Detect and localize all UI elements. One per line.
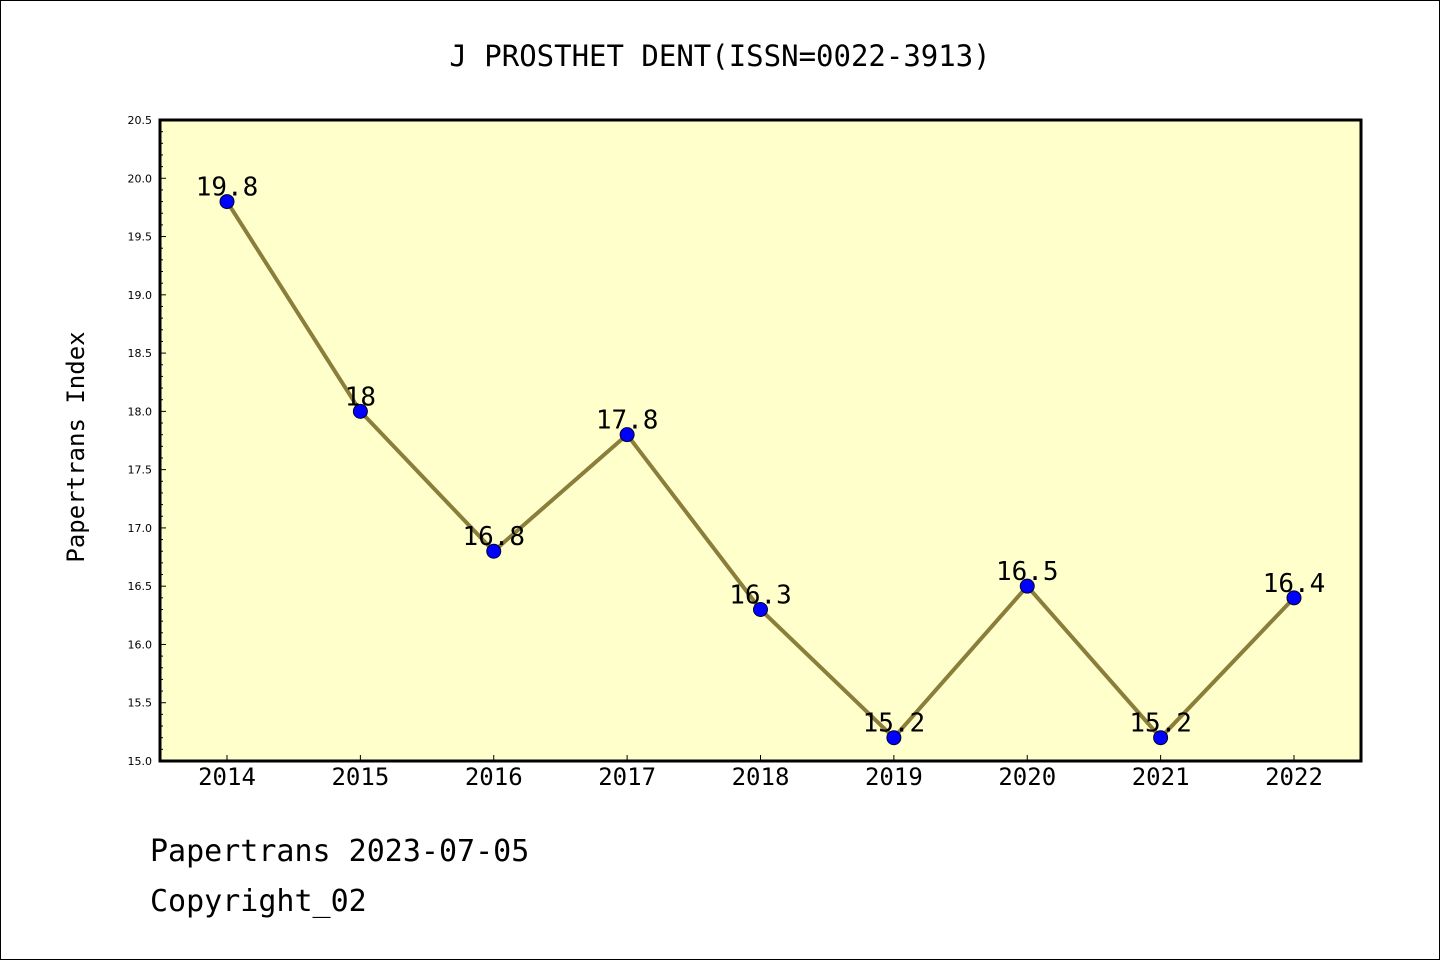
y-tick-label: 18.0 [128,405,153,418]
y-tick-label: 20.5 [128,114,153,127]
x-tick-label: 2015 [331,763,389,791]
chart-title: J PROSTHET DENT(ISSN=0022-3913) [449,39,990,73]
data-label: 17.8 [596,406,659,436]
data-point [1286,590,1302,606]
footer-copyright: Copyright_02 [150,884,367,919]
y-tick-label: 20.0 [128,172,153,185]
series-line-group: 19.8 18 16.8 17.8 16.3 15.2 16.5 15.2 16.4 [196,173,1326,746]
x-tick-label: 2020 [998,763,1056,791]
y-tick-label: 16.5 [128,580,153,593]
x-axis: 2014 2015 2016 2017 2018 2019 2020 2021 2022 [198,755,1323,791]
data-point [486,543,502,559]
y-tick-label: 16.0 [128,638,153,651]
x-tick-label: 2017 [598,763,656,791]
data-label: 15.2 [863,709,926,739]
data-point [1019,578,1035,594]
y-tick-label: 15.0 [128,755,153,768]
x-tick-label: 2021 [1132,763,1190,791]
y-axis-label: Papertrans Index [62,331,90,562]
footer-date: Papertrans 2023-07-05 [150,834,530,869]
y-tick-label: 15.5 [128,697,153,710]
y-tick-label: 17.5 [128,464,153,477]
x-tick-label: 2014 [198,763,256,791]
data-label: 16.5 [996,557,1059,587]
data-label: 16.3 [729,580,792,610]
y-tick-label: 19.0 [128,289,153,302]
data-label: 16.8 [462,522,525,552]
data-point [619,427,635,443]
data-label: 18 [345,382,376,412]
data-point [352,403,368,419]
y-tick-label: 18.5 [128,347,153,360]
data-point [1153,730,1169,746]
x-tick-label: 2016 [465,763,523,791]
x-tick-label: 2018 [732,763,790,791]
x-tick-label: 2019 [865,763,923,791]
data-label: 19.8 [196,173,259,203]
data-label: 16.4 [1263,569,1326,599]
y-tick-label: 19.5 [128,231,153,244]
data-point [886,730,902,746]
data-point [219,194,235,210]
data-label: 15.2 [1129,709,1192,739]
data-point [753,601,768,617]
plot-area [158,118,1363,763]
y-tick-label: 17.0 [128,522,153,535]
y-axis: 15.0 15.5 16.0 16.5 17.0 17.5 18.0 18.5 19.0 19.5… [128,114,166,768]
x-tick-label: 2022 [1265,763,1323,791]
